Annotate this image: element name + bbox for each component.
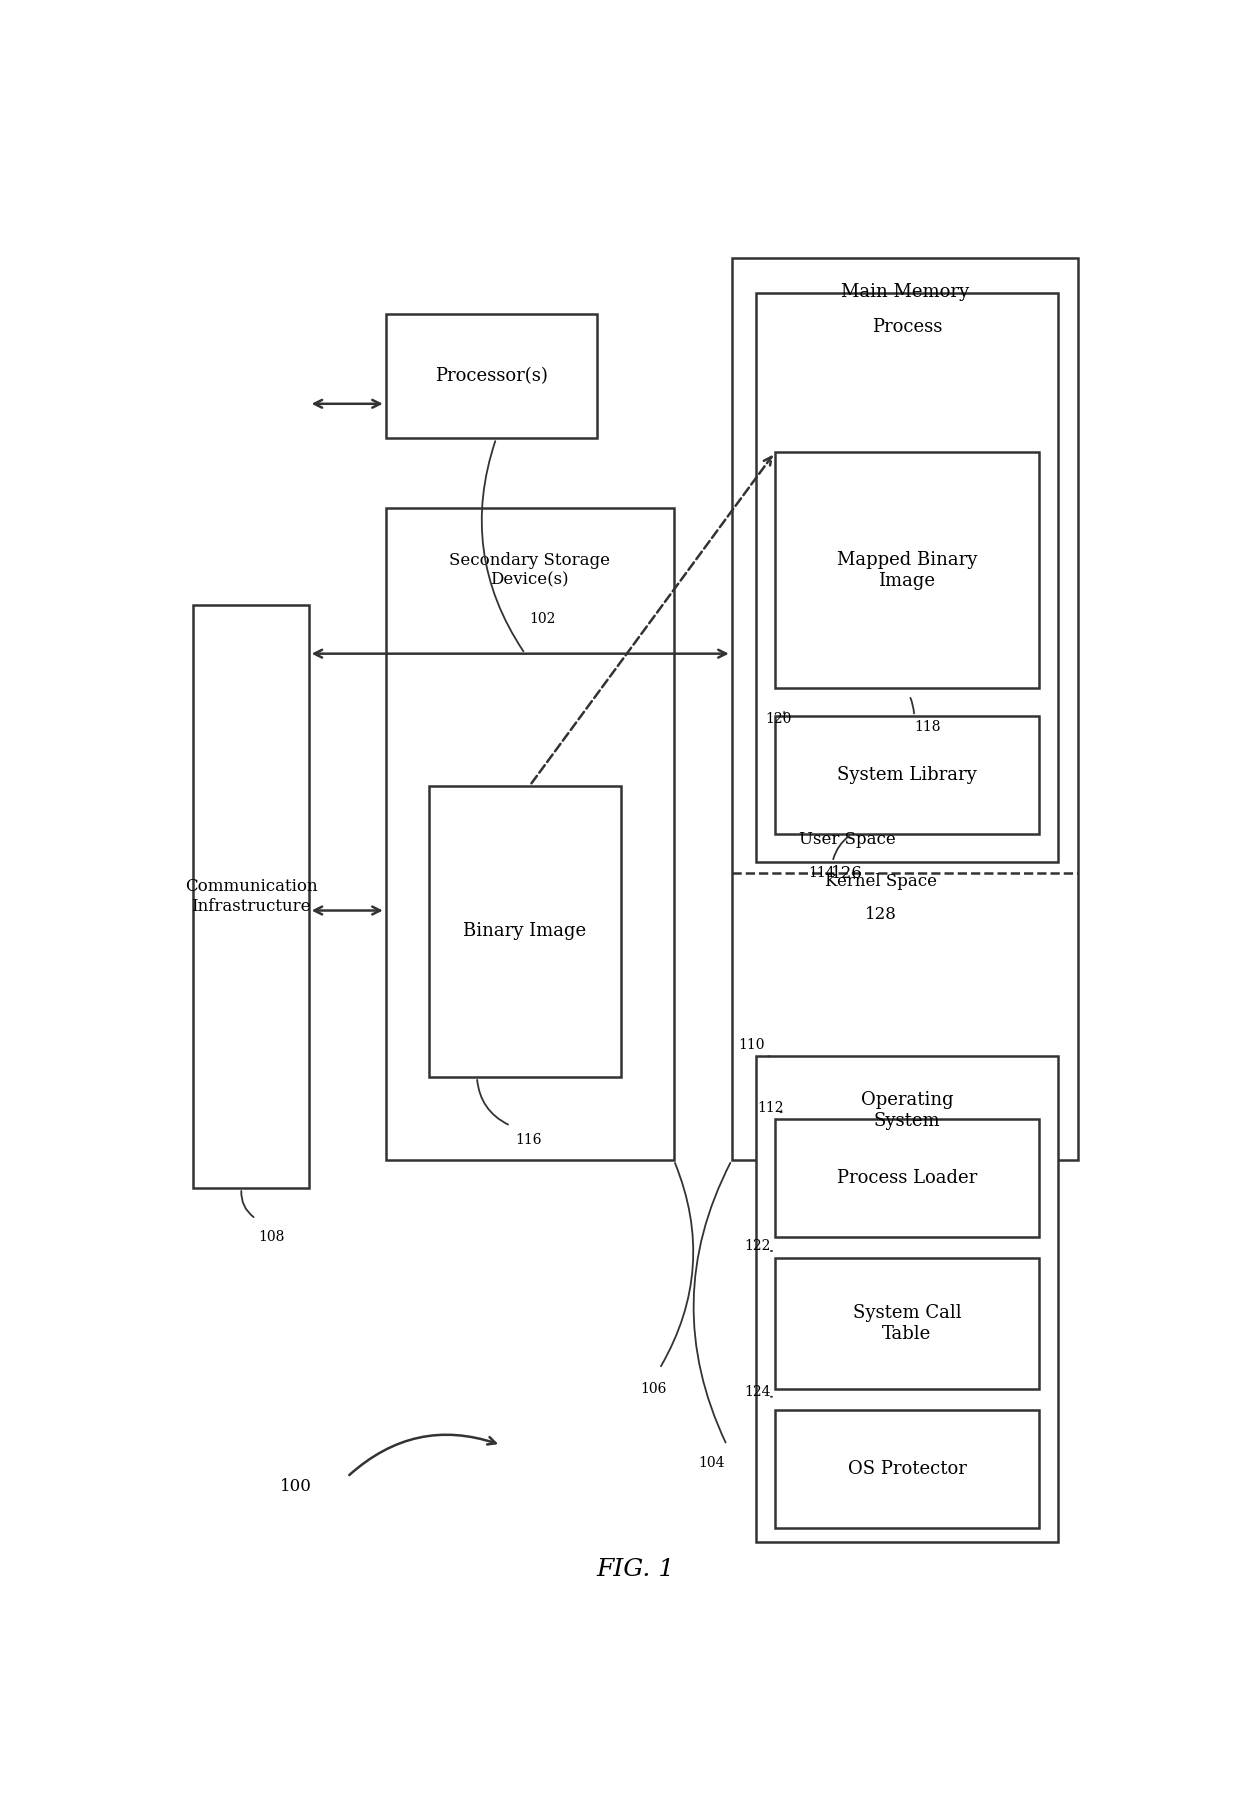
Bar — [386, 314, 596, 438]
Text: 126: 126 — [831, 865, 863, 882]
Bar — [429, 786, 621, 1076]
Text: Operating
System: Operating System — [861, 1091, 954, 1130]
Bar — [755, 292, 1058, 862]
Text: 118: 118 — [914, 719, 941, 734]
Text: 116: 116 — [516, 1132, 542, 1147]
Text: Kernel Space: Kernel Space — [825, 873, 936, 889]
Bar — [775, 1410, 1039, 1529]
Text: FIG. 1: FIG. 1 — [596, 1558, 675, 1581]
Text: 114: 114 — [808, 865, 835, 880]
Text: Binary Image: Binary Image — [464, 923, 587, 941]
Text: Mapped Binary
Image: Mapped Binary Image — [837, 552, 977, 590]
Text: 124: 124 — [744, 1385, 770, 1399]
Text: 110: 110 — [738, 1039, 765, 1053]
Text: Main Memory: Main Memory — [841, 283, 968, 301]
Text: 112: 112 — [758, 1100, 784, 1114]
Text: Processor(s): Processor(s) — [435, 368, 548, 386]
Text: User Space: User Space — [799, 831, 895, 847]
Text: 104: 104 — [698, 1457, 724, 1469]
Bar — [775, 716, 1039, 835]
Text: 106: 106 — [640, 1383, 667, 1397]
Text: Process Loader: Process Loader — [837, 1168, 977, 1186]
Bar — [775, 1118, 1039, 1237]
Text: Secondary Storage
Device(s): Secondary Storage Device(s) — [449, 552, 610, 588]
Text: OS Protector: OS Protector — [848, 1460, 966, 1478]
Bar — [193, 606, 309, 1188]
Bar — [775, 1258, 1039, 1390]
Text: Communication
Infrastructure: Communication Infrastructure — [185, 878, 317, 914]
Text: 128: 128 — [864, 907, 897, 923]
Bar — [386, 508, 675, 1161]
Text: Process: Process — [872, 317, 942, 335]
Text: System Library: System Library — [837, 766, 977, 784]
Bar — [732, 258, 1078, 1161]
Text: 120: 120 — [765, 712, 791, 727]
Bar — [775, 453, 1039, 689]
Text: 108: 108 — [259, 1230, 285, 1244]
Text: 122: 122 — [744, 1239, 770, 1253]
Text: 102: 102 — [529, 611, 557, 626]
Text: 100: 100 — [280, 1478, 311, 1495]
Bar — [755, 1057, 1058, 1542]
Text: System Call
Table: System Call Table — [853, 1304, 961, 1343]
